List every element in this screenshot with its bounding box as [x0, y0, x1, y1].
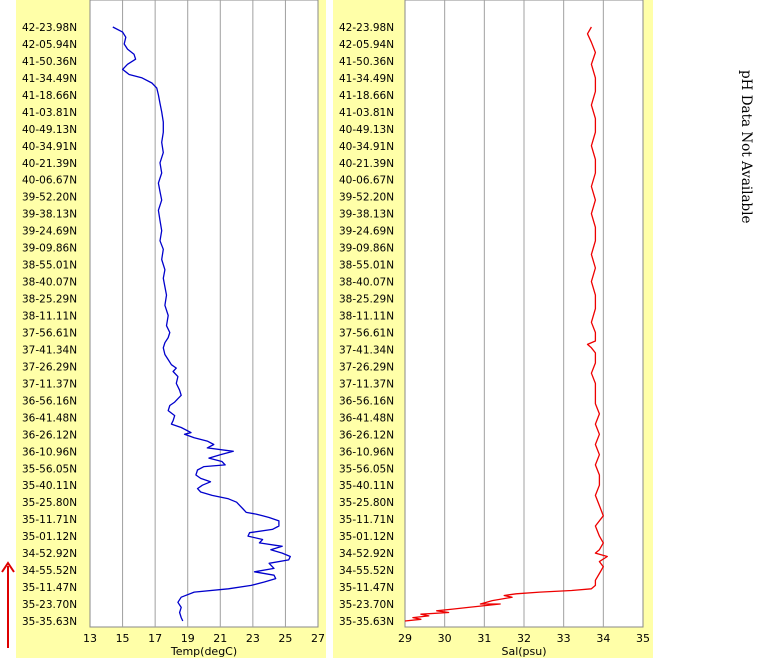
y-tick-label-temp-10: 39-52.20N [22, 192, 77, 204]
y-tick-label-sal-26: 35-56.05N [339, 463, 394, 475]
y-tick-label-temp-23: 36-41.48N [22, 412, 77, 424]
y-tick-label-sal-0: 42-23.98N [339, 22, 394, 34]
x-axis-title-temp: Temp(degC) [170, 645, 237, 658]
y-tick-label-sal-30: 35-01.12N [339, 531, 394, 543]
salinity-chart: 29 30 31 32 33 34 35 42-23.98N 42-05.94N 41-50.36… [339, 0, 650, 658]
y-tick-label-temp-28: 35-25.80N [22, 497, 77, 509]
temperature-chart: 13 15 17 19 21 23 25 27 42-23.98N 42-05.94N 41-50.… [22, 0, 325, 658]
y-tick-label-temp-6: 40-49.13N [22, 124, 77, 136]
ph-unavailable-note: pH Data Not Available [738, 70, 754, 224]
y-tick-label-sal-14: 38-55.01N [339, 260, 394, 272]
y-tick-label-temp-5: 41-03.81N [22, 107, 77, 119]
y-tick-label-temp-16: 38-25.29N [22, 294, 77, 306]
y-tick-label-temp-21: 37-11.37N [22, 378, 77, 390]
y-tick-label-sal-15: 38-40.07N [339, 277, 394, 289]
y-tick-label-sal-35: 35-35.63N [339, 616, 394, 628]
y-tick-label-sal-17: 38-11.11N [339, 311, 394, 323]
x-axis-title-sal: Sal(psu) [501, 645, 546, 658]
x-tick-label-temp-3: 19 [181, 632, 195, 645]
y-tick-label-temp-14: 38-55.01N [22, 260, 77, 272]
temperature-chart-panel: 13 15 17 19 21 23 25 27 42-23.98N 42-05.94N 41-50.… [16, 0, 326, 658]
y-tick-label-temp-1: 42-05.94N [22, 39, 77, 51]
up-arrow-icon [1, 561, 15, 648]
y-tick-label-temp-2: 41-50.36N [22, 56, 77, 68]
x-tick-label-sal-0: 29 [398, 632, 412, 645]
y-tick-label-sal-8: 40-21.39N [339, 158, 394, 170]
y-tick-label-temp-3: 41-34.49N [22, 73, 77, 85]
y-tick-label-sal-7: 40-34.91N [339, 141, 394, 153]
x-tick-label-temp-0: 13 [83, 632, 97, 645]
y-tick-label-temp-8: 40-21.39N [22, 158, 77, 170]
x-tick-label-sal-5: 34 [596, 632, 610, 645]
y-tick-label-sal-6: 40-49.13N [339, 124, 394, 136]
y-tick-label-sal-5: 41-03.81N [339, 107, 394, 119]
y-tick-label-temp-35: 35-35.63N [22, 616, 77, 628]
x-tick-label-temp-5: 23 [246, 632, 260, 645]
y-tick-label-sal-27: 35-40.11N [339, 480, 394, 492]
y-tick-label-sal-4: 41-18.66N [339, 90, 394, 102]
y-tick-label-temp-31: 34-52.92N [22, 548, 77, 560]
y-tick-label-temp-27: 35-40.11N [22, 480, 77, 492]
y-tick-label-sal-28: 35-25.80N [339, 497, 394, 509]
y-tick-label-temp-34: 35-23.70N [22, 599, 77, 611]
y-tick-label-temp-13: 39-09.86N [22, 243, 77, 255]
y-tick-label-temp-22: 36-56.16N [22, 395, 77, 407]
y-tick-label-temp-0: 42-23.98N [22, 22, 77, 34]
salinity-chart-panel: 29 30 31 32 33 34 35 42-23.98N 42-05.94N 41-50.36… [333, 0, 653, 658]
y-tick-label-sal-2: 41-50.36N [339, 56, 394, 68]
x-tick-label-temp-2: 17 [148, 632, 162, 645]
y-tick-label-sal-22: 36-56.16N [339, 395, 394, 407]
y-tick-label-temp-17: 38-11.11N [22, 311, 77, 323]
y-tick-label-temp-18: 37-56.61N [22, 327, 77, 339]
y-tick-label-sal-13: 39-09.86N [339, 243, 394, 255]
y-tick-label-temp-12: 39-24.69N [22, 226, 77, 238]
y-tick-label-sal-23: 36-41.48N [339, 412, 394, 424]
y-tick-label-sal-12: 39-24.69N [339, 226, 394, 238]
y-tick-label-sal-16: 38-25.29N [339, 294, 394, 306]
y-tick-label-temp-32: 34-55.52N [22, 565, 77, 577]
y-tick-label-sal-3: 41-34.49N [339, 73, 394, 85]
y-tick-label-sal-33: 35-11.47N [339, 582, 394, 594]
y-tick-label-temp-29: 35-11.71N [22, 514, 77, 526]
plot-area-temp [89, 0, 319, 628]
y-tick-label-sal-1: 42-05.94N [339, 39, 394, 51]
x-tick-label-temp-6: 25 [278, 632, 292, 645]
x-tick-label-sal-1: 30 [438, 632, 452, 645]
y-tick-label-temp-11: 39-38.13N [22, 209, 77, 221]
y-tick-label-sal-31: 34-52.92N [339, 548, 394, 560]
y-tick-label-temp-4: 41-18.66N [22, 90, 77, 102]
y-tick-label-temp-7: 40-34.91N [22, 141, 77, 153]
x-tick-label-temp-1: 15 [116, 632, 130, 645]
x-tick-label-sal-4: 33 [557, 632, 571, 645]
y-tick-label-sal-34: 35-23.70N [339, 599, 394, 611]
series-line-temp-0 [112, 26, 291, 622]
x-tick-label-temp-7: 27 [311, 632, 325, 645]
y-tick-label-temp-25: 36-10.96N [22, 446, 77, 458]
y-tick-label-temp-9: 40-06.67N [22, 175, 77, 187]
y-tick-label-sal-18: 37-56.61N [339, 327, 394, 339]
y-tick-label-sal-10: 39-52.20N [339, 192, 394, 204]
series-line-sal-0 [404, 26, 608, 622]
x-tick-label-sal-2: 31 [477, 632, 491, 645]
y-tick-label-sal-24: 36-26.12N [339, 429, 394, 441]
y-tick-label-sal-21: 37-11.37N [339, 378, 394, 390]
y-tick-label-sal-20: 37-26.29N [339, 361, 394, 373]
y-tick-label-temp-19: 37-41.34N [22, 344, 77, 356]
y-tick-label-sal-11: 39-38.13N [339, 209, 394, 221]
y-tick-label-sal-32: 34-55.52N [339, 565, 394, 577]
y-tick-label-sal-19: 37-41.34N [339, 344, 394, 356]
y-tick-label-temp-24: 36-26.12N [22, 429, 77, 441]
y-tick-label-temp-33: 35-11.47N [22, 582, 77, 594]
x-tick-label-sal-3: 32 [517, 632, 531, 645]
y-tick-label-temp-20: 37-26.29N [22, 361, 77, 373]
y-tick-label-sal-29: 35-11.71N [339, 514, 394, 526]
y-tick-label-temp-26: 35-56.05N [22, 463, 77, 475]
y-tick-label-temp-30: 35-01.12N [22, 531, 77, 543]
y-tick-label-temp-15: 38-40.07N [22, 277, 77, 289]
x-tick-label-temp-4: 21 [213, 632, 227, 645]
y-tick-label-sal-25: 36-10.96N [339, 446, 394, 458]
y-tick-label-sal-9: 40-06.67N [339, 175, 394, 187]
x-tick-label-sal-6: 35 [636, 632, 650, 645]
